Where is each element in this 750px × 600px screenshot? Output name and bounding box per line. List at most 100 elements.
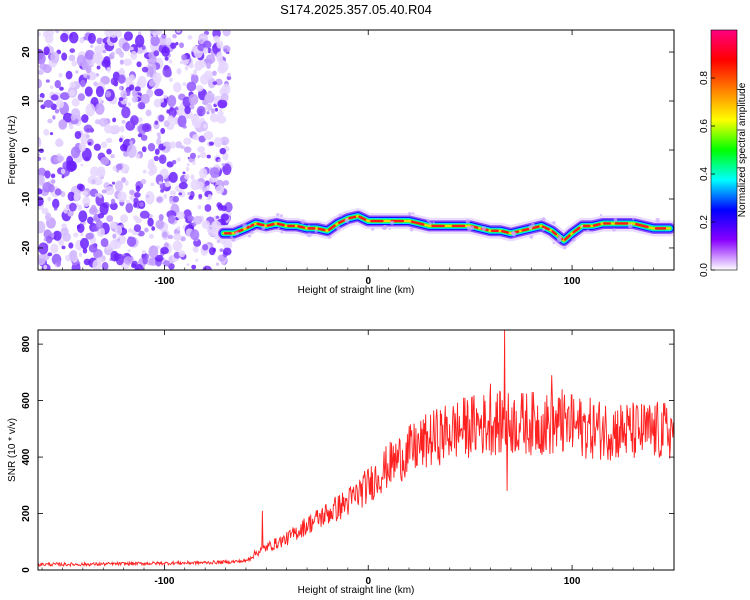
signal-speck	[466, 226, 469, 229]
noise-blob	[168, 77, 173, 83]
noise-blob	[152, 72, 162, 84]
noise-blob	[129, 189, 135, 196]
noise-blob	[208, 229, 216, 237]
noise-blob	[87, 32, 96, 44]
noise-blob	[69, 81, 77, 88]
noise-blob	[119, 144, 128, 152]
noise-blob	[39, 63, 48, 70]
noise-blob	[190, 73, 199, 84]
noise-blob	[153, 98, 162, 108]
noise-blob	[110, 198, 116, 205]
noise-blob	[141, 123, 152, 133]
noise-blob	[154, 148, 160, 155]
noise-blob	[38, 97, 44, 103]
noise-blob	[103, 56, 111, 66]
spectrogram-plot-area	[38, 30, 674, 270]
noise-blob	[83, 258, 91, 266]
noise-blob	[206, 154, 211, 159]
noise-blob	[51, 179, 56, 184]
noise-blob	[95, 219, 103, 230]
noise-blob	[153, 50, 160, 57]
noise-blob	[100, 141, 108, 148]
noise-blob	[208, 141, 215, 146]
noise-blob	[80, 79, 86, 88]
signal-speck	[279, 214, 283, 218]
noise-blob	[186, 263, 190, 267]
spectrogram-x-label: Height of straight line (km)	[298, 285, 415, 296]
signal-peak	[348, 215, 357, 220]
noise-blob	[43, 99, 54, 108]
signal-speck	[276, 212, 280, 217]
noise-blob	[79, 37, 85, 44]
noise-blob	[219, 248, 224, 253]
noise-blob	[57, 155, 65, 162]
noise-blob	[88, 244, 98, 253]
signal-speck	[481, 226, 487, 232]
noise-blob	[54, 108, 60, 114]
noise-blob	[100, 238, 109, 248]
noise-blob	[215, 215, 220, 219]
noise-blob	[43, 264, 48, 270]
noise-blob	[38, 78, 43, 89]
noise-blob	[38, 52, 46, 65]
noise-blob	[61, 52, 68, 61]
noise-blob	[38, 188, 43, 195]
noise-blob	[153, 155, 159, 162]
noise-blob	[169, 141, 177, 149]
noise-blob	[71, 60, 78, 67]
noise-blob	[222, 152, 229, 161]
noise-blob	[160, 188, 165, 193]
noise-blob	[79, 142, 86, 152]
noise-blob	[38, 69, 44, 75]
signal-speck	[388, 228, 391, 231]
noise-blob	[93, 176, 103, 186]
noise-blob	[216, 51, 223, 60]
noise-blob	[55, 30, 60, 34]
noise-blob	[130, 50, 138, 60]
noise-blob	[67, 210, 73, 217]
noise-blob	[211, 70, 217, 76]
noise-blob	[95, 51, 103, 59]
signal-speck	[655, 217, 660, 223]
noise-blob	[96, 166, 106, 178]
noise-blob	[175, 30, 181, 33]
signal-peak	[337, 218, 346, 224]
noise-blob	[222, 30, 231, 37]
noise-blob	[217, 64, 227, 74]
noise-blob	[101, 261, 109, 270]
noise-blob	[139, 210, 150, 219]
colorbar-axis: 0.0 0.2 0.4 0.6 0.8	[699, 29, 738, 277]
noise-blob	[63, 208, 68, 214]
noise-blob	[199, 151, 207, 159]
noise-blob	[68, 123, 74, 130]
noise-blob	[55, 137, 63, 147]
noise-blob	[187, 215, 195, 222]
noise-blob	[69, 48, 76, 53]
noise-blob	[110, 77, 118, 86]
signal-speck	[409, 227, 414, 232]
noise-blob	[182, 82, 187, 87]
noise-blob	[212, 81, 218, 86]
noise-blob	[157, 135, 161, 140]
noise-blob	[154, 88, 164, 97]
noise-blob	[202, 123, 208, 129]
noise-blob	[164, 69, 172, 78]
noise-blob	[201, 185, 207, 193]
signal-speck	[300, 219, 306, 224]
noise-blob	[122, 42, 131, 52]
colorbar-tick-label: 0.2	[699, 215, 710, 229]
noise-blob	[140, 178, 147, 185]
noise-blob	[192, 134, 199, 141]
noise-blob	[68, 242, 74, 249]
signal-speck	[234, 231, 239, 236]
noise-blob	[126, 144, 137, 159]
noise-blob	[168, 59, 173, 64]
signal-speck	[412, 211, 415, 215]
noise-blob	[148, 245, 159, 259]
noise-blob	[70, 114, 77, 121]
noise-blob	[122, 93, 126, 97]
noise-blob	[123, 256, 133, 265]
noise-blob	[66, 160, 76, 173]
noise-blob	[170, 42, 177, 49]
